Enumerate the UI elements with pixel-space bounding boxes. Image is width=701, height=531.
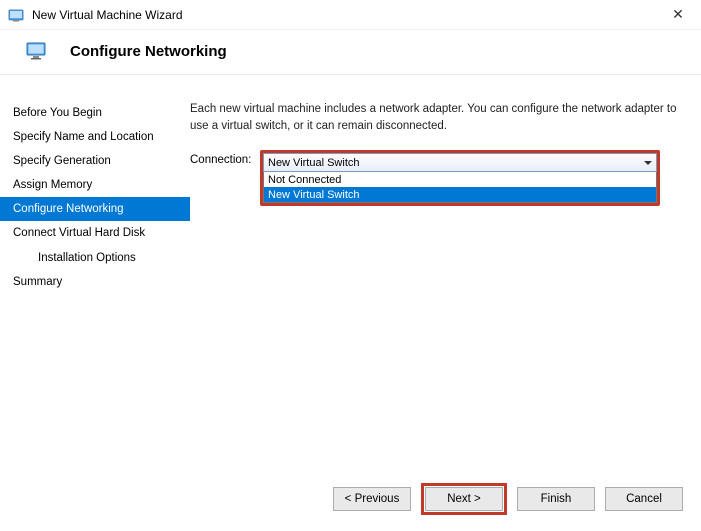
connection-label: Connection: — [190, 150, 260, 166]
dropdown-option-1[interactable]: New Virtual Switch — [264, 187, 656, 202]
chevron-down-icon — [644, 161, 652, 165]
connection-dropdown-highlight: New Virtual Switch Not ConnectedNew Virt… — [260, 150, 660, 206]
wizard-steps-sidebar: Before You BeginSpecify Name and Locatio… — [0, 75, 190, 455]
dropdown-option-0[interactable]: Not Connected — [264, 172, 656, 187]
next-button[interactable]: Next > — [425, 487, 503, 511]
next-button-highlight: Next > — [421, 483, 507, 515]
main-panel: Each new virtual machine includes a netw… — [190, 75, 701, 455]
titlebar: New Virtual Machine Wizard ✕ — [0, 0, 701, 30]
close-icon[interactable]: ✕ — [663, 6, 693, 23]
page-title: Configure Networking — [70, 43, 227, 60]
connection-row: Connection: New Virtual Switch Not Conne… — [190, 150, 681, 206]
finish-button[interactable]: Finish — [517, 487, 595, 511]
content-area: Before You BeginSpecify Name and Locatio… — [0, 75, 701, 455]
titlebar-title: New Virtual Machine Wizard — [32, 8, 663, 22]
wizard-icon — [8, 7, 24, 23]
dropdown-selected-text: New Virtual Switch — [268, 157, 360, 169]
sidebar-step-4[interactable]: Configure Networking — [0, 197, 190, 221]
sidebar-step-6[interactable]: Installation Options — [0, 246, 190, 270]
header-monitor-icon — [26, 42, 46, 60]
sidebar-step-7[interactable]: Summary — [0, 270, 190, 294]
dropdown-options-list: Not ConnectedNew Virtual Switch — [263, 172, 657, 203]
sidebar-step-0[interactable]: Before You Begin — [0, 101, 190, 125]
description-text: Each new virtual machine includes a netw… — [190, 101, 681, 134]
connection-dropdown[interactable]: New Virtual Switch — [263, 153, 657, 172]
sidebar-step-1[interactable]: Specify Name and Location — [0, 125, 190, 149]
previous-button[interactable]: < Previous — [333, 487, 411, 511]
header: Configure Networking — [0, 30, 701, 75]
cancel-button[interactable]: Cancel — [605, 487, 683, 511]
sidebar-step-3[interactable]: Assign Memory — [0, 173, 190, 197]
wizard-button-bar: < Previous Next > Finish Cancel — [333, 483, 683, 515]
sidebar-step-2[interactable]: Specify Generation — [0, 149, 190, 173]
sidebar-step-5[interactable]: Connect Virtual Hard Disk — [0, 221, 190, 245]
